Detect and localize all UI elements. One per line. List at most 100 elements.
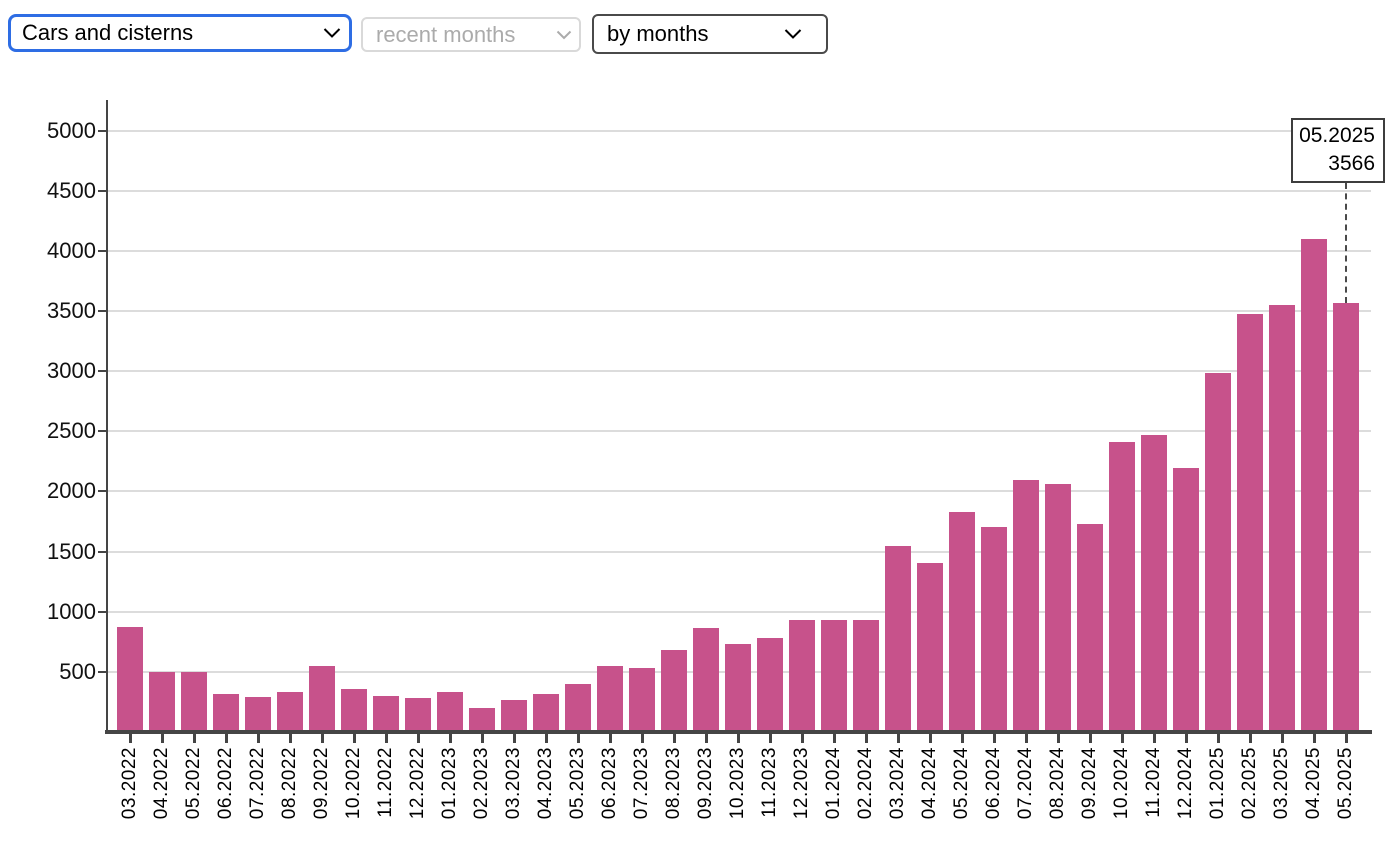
chart-bar[interactable] xyxy=(661,650,687,734)
chart-bar[interactable] xyxy=(1141,435,1167,734)
x-axis-tick xyxy=(641,734,644,743)
chart-bar[interactable] xyxy=(149,672,175,734)
x-axis-tick xyxy=(1025,734,1028,743)
x-tick-label: 01.2023 xyxy=(439,747,460,820)
chart-bar[interactable] xyxy=(597,666,623,734)
chart-bar[interactable] xyxy=(117,627,143,734)
tooltip-date: 05.2025 xyxy=(1299,124,1375,147)
chart-bar[interactable] xyxy=(1077,524,1103,734)
x-tick-label: 08.2024 xyxy=(1047,747,1068,820)
x-axis-tick xyxy=(449,734,452,743)
dataset-select-value: Cars and cisterns xyxy=(22,20,194,45)
x-tick-label: 08.2022 xyxy=(279,747,300,820)
chart-bar[interactable] xyxy=(181,672,207,734)
annotation-tooltip: 05.2025 3566 xyxy=(1291,118,1385,183)
x-axis-tick xyxy=(833,734,836,743)
chart-bar[interactable] xyxy=(533,694,559,734)
grouping-select[interactable]: by months xyxy=(592,14,828,54)
chart-bar[interactable] xyxy=(1205,373,1231,734)
chart-bar[interactable] xyxy=(405,698,431,734)
chart-bar[interactable] xyxy=(309,666,335,734)
y-tick-label: 3500 xyxy=(47,298,96,323)
chart-bar[interactable] xyxy=(757,638,783,734)
y-tick-label: 4000 xyxy=(47,238,96,263)
x-tick-label: 02.2025 xyxy=(1239,747,1260,820)
x-axis-tick xyxy=(545,734,548,743)
chart-bar[interactable] xyxy=(789,620,815,734)
chart-bar[interactable] xyxy=(1109,442,1135,734)
x-axis-tick xyxy=(1217,734,1220,743)
chart-bar[interactable] xyxy=(853,620,879,734)
x-tick-label: 12.2023 xyxy=(791,747,812,820)
chart-bar[interactable] xyxy=(981,527,1007,734)
chart-bar[interactable] xyxy=(693,628,719,734)
chart-bar[interactable] xyxy=(501,700,527,734)
gridline xyxy=(108,190,1371,192)
y-axis-line xyxy=(106,100,108,734)
chart-bar[interactable] xyxy=(725,644,751,734)
x-axis-tick xyxy=(1057,734,1060,743)
gridline xyxy=(108,490,1371,492)
dataset-select[interactable]: Cars and cisterns xyxy=(8,14,352,52)
x-tick-label: 07.2024 xyxy=(1015,747,1036,820)
x-tick-label: 01.2025 xyxy=(1207,747,1228,820)
range-select: recent months xyxy=(361,17,581,52)
x-tick-label: 07.2022 xyxy=(247,747,268,820)
x-tick-label: 12.2024 xyxy=(1175,747,1196,820)
x-axis-tick xyxy=(961,734,964,743)
x-axis-tick xyxy=(1345,734,1348,743)
chart-bar[interactable] xyxy=(245,697,271,734)
x-axis-tick xyxy=(1249,734,1252,743)
y-axis-tick xyxy=(98,551,106,553)
x-axis-tick xyxy=(673,734,676,743)
gridline xyxy=(108,370,1371,372)
chart-bar[interactable] xyxy=(917,563,943,734)
y-tick-label: 1500 xyxy=(47,539,96,564)
x-tick-label: 03.2025 xyxy=(1271,747,1292,820)
x-axis-tick xyxy=(1281,734,1284,743)
x-axis-tick xyxy=(289,734,292,743)
chart-bar[interactable] xyxy=(373,696,399,734)
x-tick-label: 04.2025 xyxy=(1303,747,1324,820)
y-axis-tick xyxy=(98,310,106,312)
chart-bar[interactable] xyxy=(821,620,847,734)
chart-bar[interactable] xyxy=(949,512,975,734)
gridline xyxy=(108,551,1371,553)
x-tick-label: 01.2024 xyxy=(823,747,844,820)
chart-bar[interactable] xyxy=(1333,303,1359,734)
y-axis-tick xyxy=(98,370,106,372)
x-axis-tick xyxy=(321,734,324,743)
y-tick-label: 2000 xyxy=(47,478,96,503)
gridline xyxy=(108,130,1371,132)
chart-bar[interactable] xyxy=(629,668,655,734)
chart-bar[interactable] xyxy=(277,692,303,734)
chart-bar[interactable] xyxy=(1013,480,1039,734)
x-tick-label: 02.2024 xyxy=(855,747,876,820)
x-tick-label: 05.2025 xyxy=(1335,747,1356,820)
x-tick-label: 05.2022 xyxy=(183,747,204,820)
chart-bar[interactable] xyxy=(1173,468,1199,734)
x-axis-tick xyxy=(1089,734,1092,743)
chart-bar[interactable] xyxy=(341,689,367,734)
chart-bar[interactable] xyxy=(565,684,591,734)
x-tick-label: 04.2022 xyxy=(151,747,172,820)
chart-bar[interactable] xyxy=(1269,305,1295,734)
x-axis-tick xyxy=(705,734,708,743)
gridline xyxy=(108,430,1371,432)
x-tick-label: 06.2024 xyxy=(983,747,1004,820)
chart-bar[interactable] xyxy=(437,692,463,734)
chart-bar[interactable] xyxy=(469,708,495,734)
x-axis-tick xyxy=(929,734,932,743)
chart-bar[interactable] xyxy=(885,546,911,734)
x-axis-tick xyxy=(737,734,740,743)
chart-bar[interactable] xyxy=(1237,314,1263,734)
x-axis-tick xyxy=(1313,734,1316,743)
range-select-value: recent months xyxy=(376,21,516,47)
y-axis-tick xyxy=(98,130,106,132)
chart-bar[interactable] xyxy=(1045,484,1071,734)
x-tick-label: 05.2023 xyxy=(567,747,588,820)
chart-bar[interactable] xyxy=(1301,239,1327,734)
x-tick-label: 10.2024 xyxy=(1111,747,1132,820)
chart-bar[interactable] xyxy=(213,694,239,734)
